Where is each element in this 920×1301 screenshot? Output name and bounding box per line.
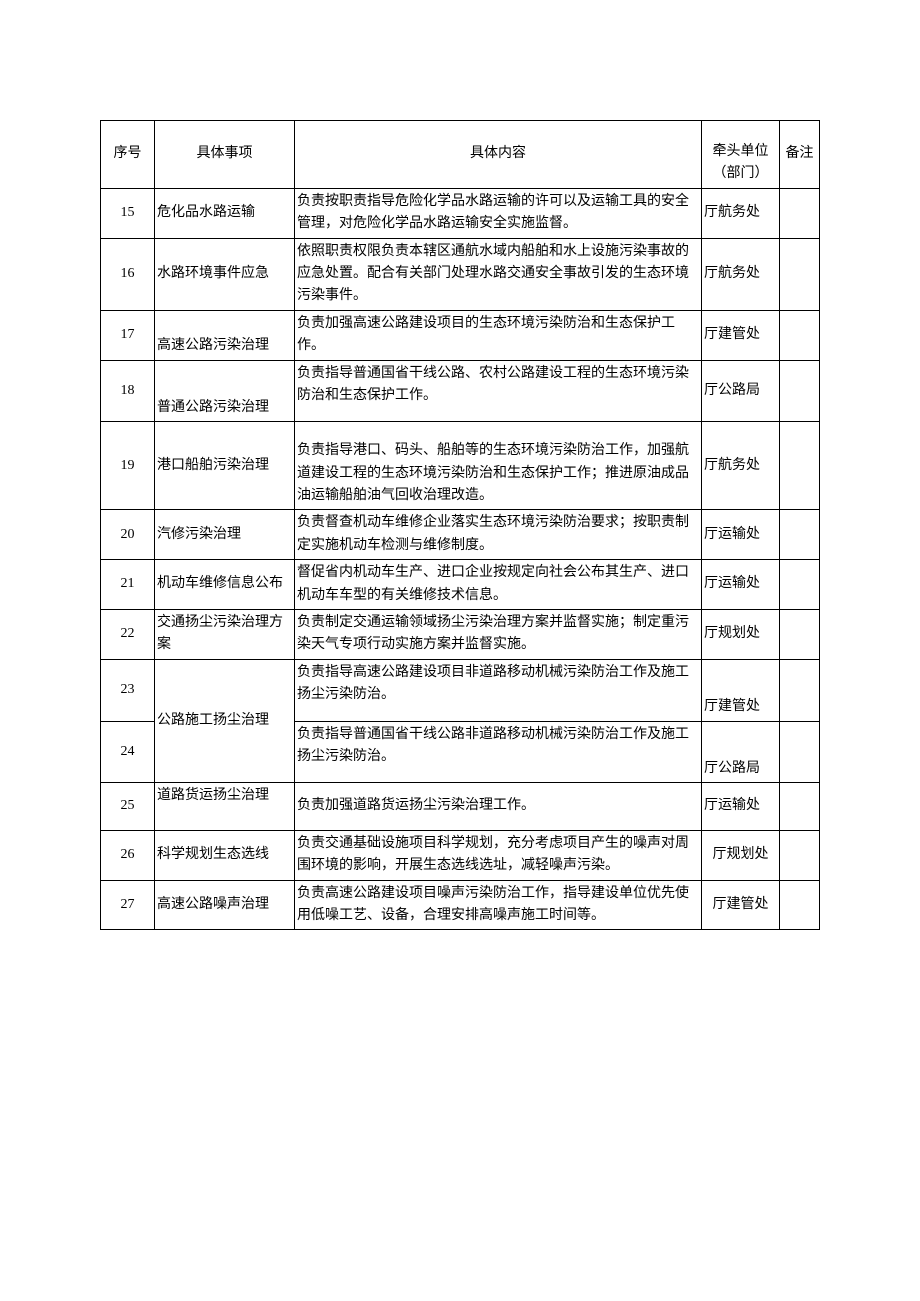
cell-lead: 厅航务处 [702,422,780,510]
cell-lead: 厅运输处 [702,510,780,560]
cell-seq: 17 [101,310,155,360]
cell-seq: 24 [101,721,155,783]
cell-item: 普通公路污染治理 [155,360,295,422]
cell-content: 负责指导港口、码头、船舶等的生态环境污染防治工作，加强航道建设工程的生态环境污染… [295,422,702,510]
header-note: 备注 [780,121,820,189]
table-row: 22 交通扬尘污染治理方案 负责制定交通运输领域扬尘污染治理方案并监督实施；制定… [101,610,820,660]
cell-lead: 厅公路局 [702,360,780,422]
cell-seq: 15 [101,188,155,238]
cell-seq: 20 [101,510,155,560]
cell-content: 负责加强高速公路建设项目的生态环境污染防治和生态保护工作。 [295,310,702,360]
cell-note [780,310,820,360]
cell-lead: 厅航务处 [702,238,780,310]
cell-item: 道路货运扬尘治理 [155,783,295,830]
cell-item: 高速公路噪声治理 [155,880,295,930]
table-row: 18 普通公路污染治理 负责指导普通国省干线公路、农村公路建设工程的生态环境污染… [101,360,820,422]
cell-content: 负责高速公路建设项目噪声污染防治工作，指导建设单位优先使用低噪工艺、设备，合理安… [295,880,702,930]
cell-lead: 厅规划处 [702,610,780,660]
cell-content: 负责督查机动车维修企业落实生态环境污染防治要求；按职责制定实施机动车检测与维修制… [295,510,702,560]
table-row: 23 公路施工扬尘治理 负责指导高速公路建设项目非道路移动机械污染防治工作及施工… [101,659,820,721]
cell-note [780,721,820,783]
cell-lead: 厅运输处 [702,783,780,830]
cell-content: 督促省内机动车生产、进口企业按规定向社会公布其生产、进口机动车车型的有关维修技术… [295,560,702,610]
cell-note [780,188,820,238]
cell-note [780,360,820,422]
cell-lead: 厅公路局 [702,721,780,783]
table-header-row: 序号 具体事项 具体内容 牵头单位（部门） 备注 [101,121,820,189]
cell-note [780,422,820,510]
cell-note [780,510,820,560]
table-row: 19 港口船舶污染治理 负责指导港口、码头、船舶等的生态环境污染防治工作，加强航… [101,422,820,510]
cell-seq: 19 [101,422,155,510]
cell-item: 高速公路污染治理 [155,310,295,360]
cell-content: 负责指导普通国省干线公路、农村公路建设工程的生态环境污染防治和生态保护工作。 [295,360,702,422]
cell-note [780,560,820,610]
cell-item: 公路施工扬尘治理 [155,659,295,783]
cell-lead: 厅航务处 [702,188,780,238]
cell-content: 负责制定交通运输领域扬尘污染治理方案并监督实施；制定重污染天气专项行动实施方案并… [295,610,702,660]
cell-content: 负责指导普通国省干线公路非道路移动机械污染防治工作及施工扬尘污染防治。 [295,721,702,783]
cell-note [780,659,820,721]
cell-content: 负责加强道路货运扬尘污染治理工作。 [295,783,702,830]
cell-lead: 厅运输处 [702,560,780,610]
table-row: 17 高速公路污染治理 负责加强高速公路建设项目的生态环境污染防治和生态保护工作… [101,310,820,360]
cell-lead: 厅建管处 [702,659,780,721]
cell-seq: 16 [101,238,155,310]
cell-lead: 厅建管处 [702,310,780,360]
table-row: 20 汽修污染治理 负责督查机动车维修企业落实生态环境污染防治要求；按职责制定实… [101,510,820,560]
cell-seq: 23 [101,659,155,721]
cell-item: 机动车维修信息公布 [155,560,295,610]
cell-seq: 22 [101,610,155,660]
cell-item: 水路环境事件应急 [155,238,295,310]
cell-note [780,238,820,310]
cell-note [780,880,820,930]
cell-seq: 18 [101,360,155,422]
cell-note [780,783,820,830]
cell-lead: 厅建管处 [702,880,780,930]
header-seq: 序号 [101,121,155,189]
cell-item: 汽修污染治理 [155,510,295,560]
header-content: 具体内容 [295,121,702,189]
cell-content: 负责交通基础设施项目科学规划，充分考虑项目产生的噪声对周围环境的影响，开展生态选… [295,830,702,880]
table-row: 26 科学规划生态选线 负责交通基础设施项目科学规划，充分考虑项目产生的噪声对周… [101,830,820,880]
table-row: 15 危化品水路运输 负责按职责指导危险化学品水路运输的许可以及运输工具的安全管… [101,188,820,238]
header-lead: 牵头单位（部门） [702,121,780,189]
cell-seq: 21 [101,560,155,610]
cell-content: 负责按职责指导危险化学品水路运输的许可以及运输工具的安全管理，对危险化学品水路运… [295,188,702,238]
table-row: 27 高速公路噪声治理 负责高速公路建设项目噪声污染防治工作，指导建设单位优先使… [101,880,820,930]
cell-content: 依照职责权限负责本辖区通航水域内船舶和水上设施污染事故的应急处置。配合有关部门处… [295,238,702,310]
cell-content: 负责指导高速公路建设项目非道路移动机械污染防治工作及施工扬尘污染防治。 [295,659,702,721]
cell-note [780,610,820,660]
cell-seq: 26 [101,830,155,880]
cell-seq: 25 [101,783,155,830]
cell-item: 港口船舶污染治理 [155,422,295,510]
cell-item: 危化品水路运输 [155,188,295,238]
table-row: 16 水路环境事件应急 依照职责权限负责本辖区通航水域内船舶和水上设施污染事故的… [101,238,820,310]
cell-item: 交通扬尘污染治理方案 [155,610,295,660]
cell-lead: 厅规划处 [702,830,780,880]
responsibility-table: 序号 具体事项 具体内容 牵头单位（部门） 备注 15 危化品水路运输 负责按职… [100,120,820,930]
table-row: 21 机动车维修信息公布 督促省内机动车生产、进口企业按规定向社会公布其生产、进… [101,560,820,610]
header-item: 具体事项 [155,121,295,189]
cell-item: 科学规划生态选线 [155,830,295,880]
cell-seq: 27 [101,880,155,930]
cell-note [780,830,820,880]
table-row: 25 道路货运扬尘治理 负责加强道路货运扬尘污染治理工作。 厅运输处 [101,783,820,830]
